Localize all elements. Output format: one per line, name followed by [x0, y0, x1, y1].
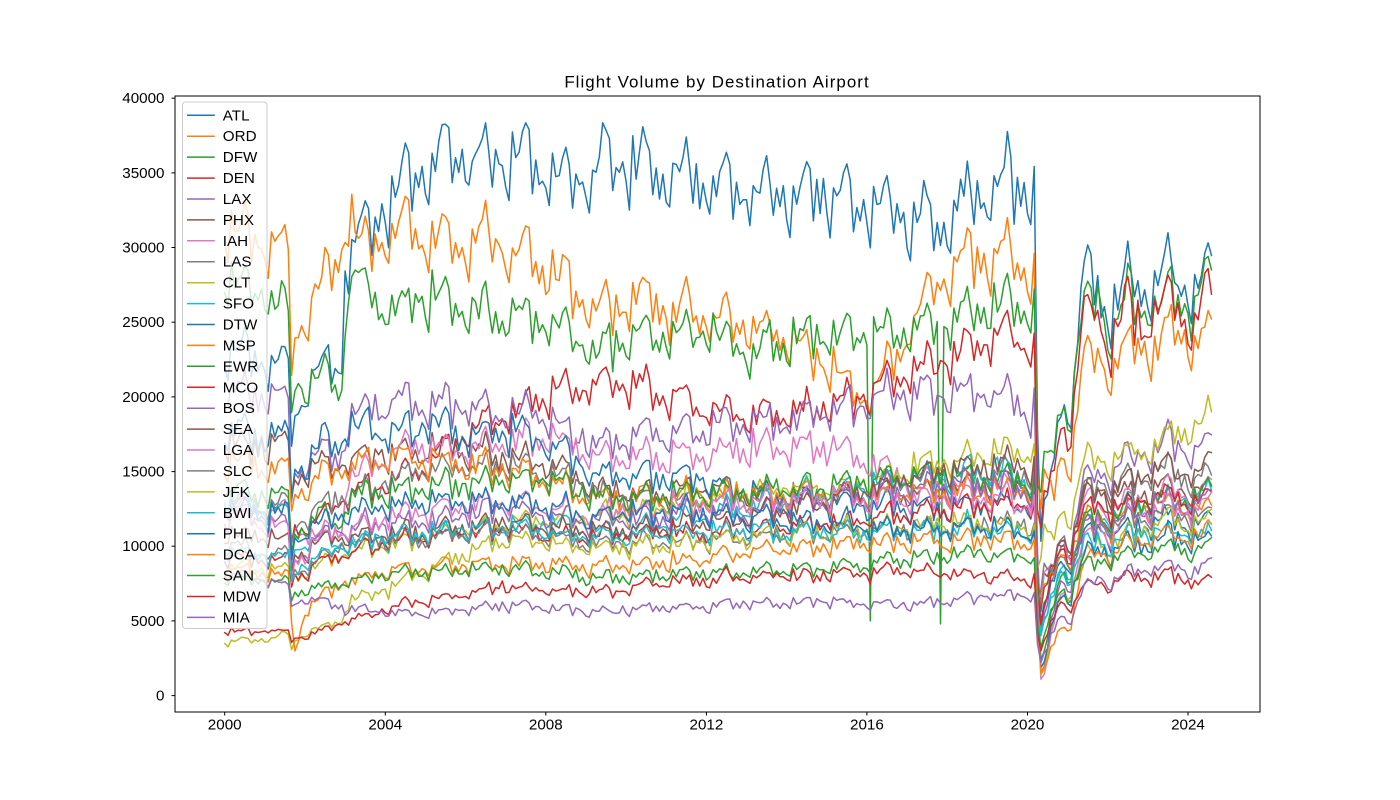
svg-text:SEA: SEA: [223, 421, 254, 438]
svg-text:2020: 2020: [1011, 717, 1045, 734]
svg-text:2024: 2024: [1171, 717, 1205, 734]
svg-text:ORD: ORD: [223, 128, 257, 145]
svg-text:ATL: ATL: [223, 107, 250, 124]
svg-text:LGA: LGA: [223, 442, 254, 459]
svg-text:30000: 30000: [122, 240, 164, 257]
svg-text:JFK: JFK: [223, 484, 250, 501]
svg-text:BOS: BOS: [223, 400, 255, 417]
svg-text:25000: 25000: [122, 314, 164, 331]
svg-text:DTW: DTW: [223, 317, 258, 334]
svg-text:MCO: MCO: [223, 379, 259, 396]
svg-text:DFW: DFW: [223, 149, 258, 166]
svg-text:CLT: CLT: [223, 275, 251, 292]
svg-text:Flight Volume by Destination A: Flight Volume by Destination Airport: [564, 73, 869, 92]
svg-text:SLC: SLC: [223, 463, 253, 480]
svg-text:15000: 15000: [122, 464, 164, 481]
svg-text:MDW: MDW: [223, 589, 262, 606]
svg-text:2000: 2000: [208, 717, 242, 734]
svg-text:LAS: LAS: [223, 254, 252, 271]
svg-text:SAN: SAN: [223, 568, 254, 585]
svg-text:SFO: SFO: [223, 296, 254, 313]
svg-text:PHX: PHX: [223, 212, 254, 229]
svg-text:0: 0: [156, 688, 164, 705]
svg-text:10000: 10000: [122, 538, 164, 555]
svg-text:BWI: BWI: [223, 505, 252, 522]
svg-text:MIA: MIA: [223, 609, 251, 626]
svg-text:IAH: IAH: [223, 233, 248, 250]
svg-text:DEN: DEN: [223, 170, 255, 187]
svg-text:EWR: EWR: [223, 358, 258, 375]
svg-text:LAX: LAX: [223, 191, 252, 208]
svg-text:35000: 35000: [122, 165, 164, 182]
svg-text:2008: 2008: [529, 717, 563, 734]
svg-text:PHL: PHL: [223, 526, 253, 543]
svg-text:20000: 20000: [122, 389, 164, 406]
svg-text:2004: 2004: [368, 717, 402, 734]
svg-text:40000: 40000: [122, 90, 164, 107]
svg-text:2016: 2016: [850, 717, 884, 734]
svg-text:MSP: MSP: [223, 337, 256, 354]
svg-text:2012: 2012: [690, 717, 724, 734]
svg-text:5000: 5000: [131, 613, 165, 630]
svg-text:DCA: DCA: [223, 547, 256, 564]
